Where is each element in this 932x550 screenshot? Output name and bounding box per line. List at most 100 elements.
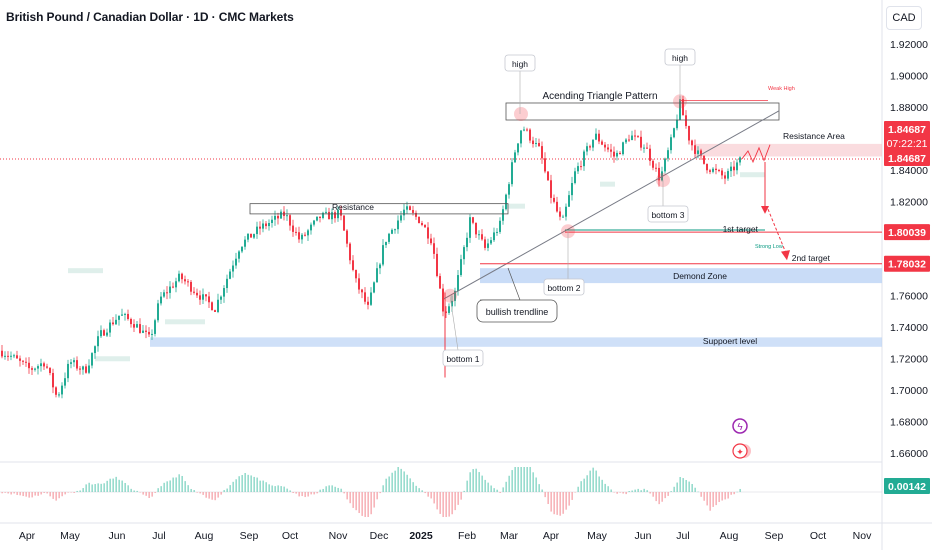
candle-body: [217, 299, 219, 312]
candle-body: [256, 226, 258, 235]
oscillator-bar: [148, 492, 150, 499]
oscillator-bar: [292, 492, 294, 494]
candle-body: [10, 355, 12, 357]
oscillator-bar: [520, 467, 522, 492]
resistance-label: Resistance: [332, 202, 374, 212]
oscillator-bar: [475, 468, 477, 492]
candle-body: [220, 296, 222, 300]
candle-body: [79, 368, 81, 370]
oscillator-bar: [163, 482, 165, 492]
candle-body: [601, 141, 603, 145]
oscillator-bar: [442, 492, 444, 517]
oscillator-bar: [10, 492, 12, 495]
oscillator-bar: [253, 476, 255, 492]
oscillator-bar: [349, 492, 351, 504]
fvg-block: [165, 319, 205, 325]
candle-body: [739, 157, 741, 163]
candle-body: [181, 273, 183, 280]
candle-body: [388, 233, 390, 242]
candle-body: [166, 292, 168, 294]
candle-body: [274, 215, 276, 220]
candle-body: [145, 330, 147, 332]
oscillator-bar: [136, 490, 138, 492]
bullish-trendline: [443, 110, 780, 300]
candle-body: [241, 246, 243, 252]
candle-body: [547, 171, 549, 181]
price-badges: 1.84687 07:22:21 1.84687 1.80039 1.78032 0.00…: [884, 121, 930, 494]
oscillator-bar: [499, 492, 501, 493]
candle-body: [52, 372, 54, 388]
oscillator-bar: [415, 485, 417, 492]
candle-body: [559, 211, 561, 217]
oscillator-bar: [160, 486, 162, 492]
oscillator-bar: [568, 492, 570, 506]
candle-body: [175, 281, 177, 288]
candle-body: [376, 268, 378, 283]
lightning-icon[interactable]: [732, 418, 748, 434]
candle-body: [529, 129, 531, 141]
oscillator-bar: [55, 492, 57, 501]
candle-body: [85, 366, 87, 373]
candle-body: [193, 291, 195, 293]
oscillator-bar: [52, 492, 54, 499]
candle-body: [604, 144, 606, 148]
oscillator-bar: [487, 482, 489, 492]
high-label-2-box: [664, 48, 696, 66]
oscillator-bar: [544, 492, 546, 498]
time-tick-label: Aug: [195, 530, 214, 542]
oscillator-bar: [382, 485, 384, 492]
oscillator-bar: [355, 492, 357, 511]
oscillator-bar: [169, 480, 171, 492]
oscillator-bar: [208, 492, 210, 499]
candle-body: [169, 286, 171, 293]
candle-body: [244, 239, 246, 247]
candle-body: [202, 294, 204, 300]
candle-body: [637, 135, 639, 137]
candle-body: [58, 394, 60, 396]
candle-body: [448, 306, 450, 313]
candle-body: [349, 243, 351, 261]
oscillator-bar: [376, 492, 378, 500]
time-tick-label: Apr: [19, 530, 36, 542]
time-axis[interactable]: Apr May Jun Jul Aug Sep Oct Nov Dec 2025 Feb Mar Apr…: [19, 530, 872, 542]
high-label-2: high: [672, 53, 688, 63]
oscillator-bar: [424, 492, 426, 494]
oscillator-bar: [721, 492, 723, 501]
oscillator-bar: [478, 472, 480, 492]
candle-body: [352, 260, 354, 270]
candle-body: [250, 233, 252, 238]
candle-body: [301, 234, 303, 240]
candle-body: [133, 324, 135, 328]
candle-body: [628, 139, 630, 141]
candle-body: [724, 175, 726, 179]
candle-body: [607, 147, 609, 150]
time-tick-label: May: [60, 530, 81, 542]
candle-body: [259, 226, 261, 229]
flag-icon[interactable]: [732, 443, 748, 459]
candle-body: [142, 330, 144, 333]
candle-body: [487, 243, 489, 248]
oscillator-bar: [385, 478, 387, 492]
oscillator-bar: [142, 492, 144, 495]
oscillator-bar: [283, 486, 285, 492]
oscillator-bar: [391, 472, 393, 492]
candle-body: [70, 362, 72, 364]
oscillator-bar: [241, 475, 243, 492]
price-axis[interactable]: 1.920001.900001.880001.860001.840001.820…: [890, 39, 928, 460]
candle-body: [523, 129, 525, 131]
symbol-title: British Pound / Canadian Dollar · 1D · C…: [6, 10, 294, 24]
bottom-3-label-box: [647, 205, 689, 223]
oscillator-bar: [613, 492, 615, 493]
candle-body: [328, 211, 330, 220]
currency-button[interactable]: CAD: [886, 6, 922, 30]
candle-body: [610, 149, 612, 152]
oscillator-bar: [535, 477, 537, 492]
oscillator-bar: [565, 492, 567, 510]
candle-body: [397, 220, 399, 230]
candle-body: [196, 292, 198, 296]
candle-body: [205, 294, 207, 297]
candle-body: [727, 171, 729, 179]
oscillator-bar: [289, 490, 291, 492]
candle-body: [457, 275, 459, 291]
